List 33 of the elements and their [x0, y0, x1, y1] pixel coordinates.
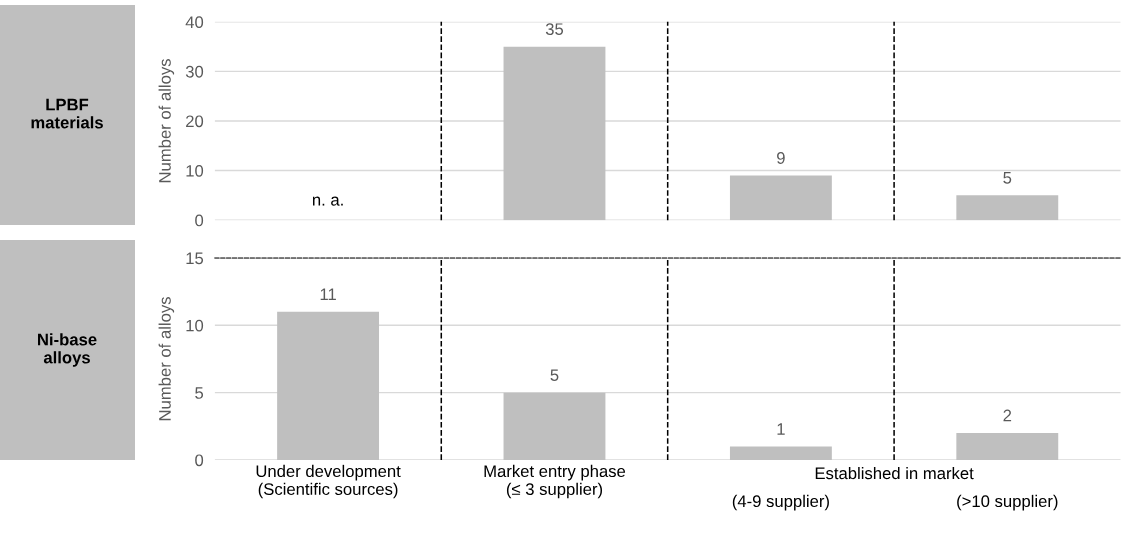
data-label: 5: [1003, 172, 1012, 184]
y-tick-label: 0: [195, 214, 204, 227]
bar: [729, 175, 832, 221]
y-tick-label: 30: [185, 65, 204, 78]
bar: [277, 311, 380, 460]
data-label: 1: [777, 423, 785, 435]
data-label: 9: [777, 152, 785, 164]
y-axis-title: Number of alloys: [158, 59, 175, 183]
x-tick-label: (4-9 supplier): [732, 494, 829, 511]
y-tick-label: 40: [185, 16, 204, 29]
y-tick-label: 15: [186, 252, 204, 265]
text: Established in market: [815, 466, 974, 480]
data-label: 35: [545, 23, 564, 36]
y-tick-label: 0: [195, 454, 204, 467]
data-label: 11: [320, 288, 336, 301]
annotation: n. a.: [312, 196, 343, 206]
text: LPBF materials: [31, 98, 103, 129]
text: Ni-base alloys: [38, 333, 97, 367]
y-tick-label: 20: [186, 115, 204, 128]
y-tick-label: 10: [186, 164, 204, 177]
x-tick-label: Market entry phase (≤ 3 supplier): [484, 464, 626, 499]
y-tick-label: 10: [186, 319, 204, 332]
bar: [503, 392, 606, 460]
data-label: 5: [550, 369, 559, 382]
x-tick-label: Under development (Scientific sources): [256, 464, 401, 499]
data-label: 2: [1003, 409, 1012, 422]
bar: [956, 195, 1059, 221]
bar: [729, 446, 832, 460]
y-axis-title: Number of alloys: [158, 297, 175, 421]
bar: [956, 433, 1059, 460]
y-tick-label: 5: [195, 387, 204, 399]
bar: [503, 46, 606, 221]
x-tick-label: (>10 supplier): [957, 494, 1058, 511]
